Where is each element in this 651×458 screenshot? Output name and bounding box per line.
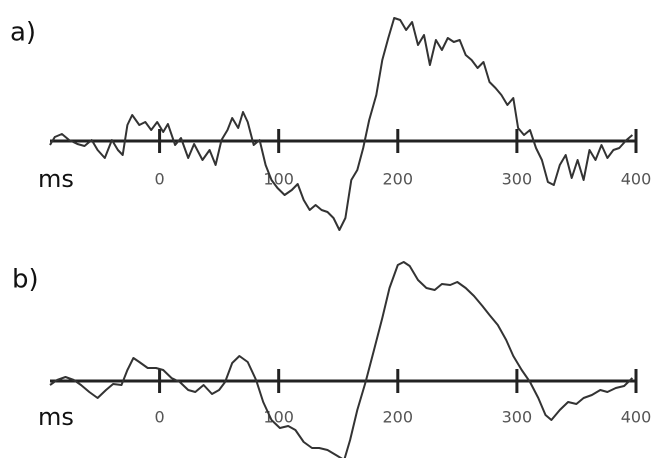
waveform: [49, 17, 634, 231]
x-tick-label: 400: [621, 408, 651, 427]
x-tick-label: 200: [383, 408, 414, 427]
panel-label: a): [10, 18, 36, 48]
x-tick-label: 0: [154, 408, 164, 427]
x-tick-label: 0: [154, 170, 164, 189]
x-tick-label: 200: [383, 170, 414, 189]
x-tick-label: 400: [621, 170, 651, 189]
waveform: [49, 261, 634, 458]
x-tick-label: 100: [263, 170, 294, 189]
x-axis-label: ms: [38, 165, 74, 193]
x-axis-label: ms: [38, 403, 74, 431]
x-tick-label: 300: [502, 170, 533, 189]
x-tick-label: 100: [263, 408, 294, 427]
x-tick-label: 300: [502, 408, 533, 427]
panel-label: b): [12, 265, 39, 295]
